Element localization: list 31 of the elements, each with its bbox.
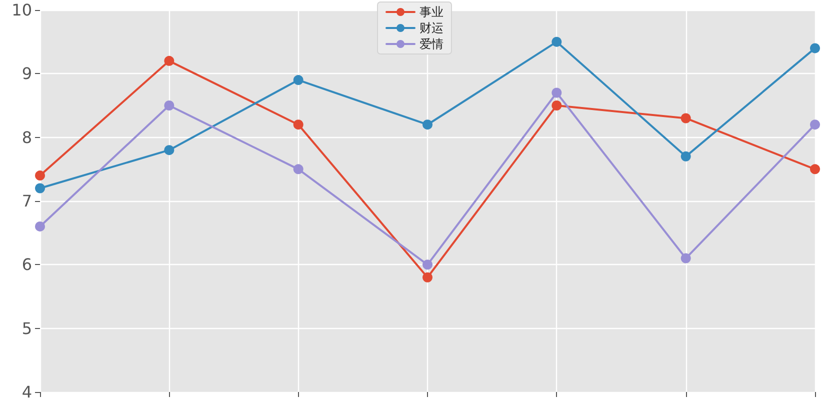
point — [35, 183, 45, 194]
y-tick-label: 6 — [22, 255, 32, 274]
point — [422, 272, 432, 282]
legend-label: 财运 — [420, 21, 444, 35]
y-tick-label: 9 — [22, 64, 32, 84]
y-tick-label: 10 — [12, 0, 32, 20]
legend-label: 爱情 — [420, 37, 444, 51]
point — [293, 75, 304, 86]
point — [680, 253, 691, 264]
point — [164, 145, 174, 156]
point — [680, 113, 691, 124]
legend-label: 事业 — [420, 5, 444, 19]
point — [810, 43, 820, 54]
point — [810, 120, 820, 130]
y-tick-label: 4 — [22, 382, 32, 400]
point — [422, 120, 432, 130]
point — [680, 151, 691, 162]
y-tick-label: 5 — [22, 318, 32, 338]
point — [35, 170, 45, 181]
point — [810, 164, 820, 174]
point — [552, 100, 562, 110]
y-tick-label: 7 — [22, 192, 32, 210]
y-tick-label: 8 — [22, 128, 32, 147]
point — [552, 36, 562, 47]
point — [35, 221, 45, 232]
point — [552, 88, 562, 98]
point — [164, 100, 174, 110]
point — [422, 260, 432, 270]
point — [293, 164, 304, 174]
point — [293, 120, 304, 130]
point — [164, 56, 174, 66]
